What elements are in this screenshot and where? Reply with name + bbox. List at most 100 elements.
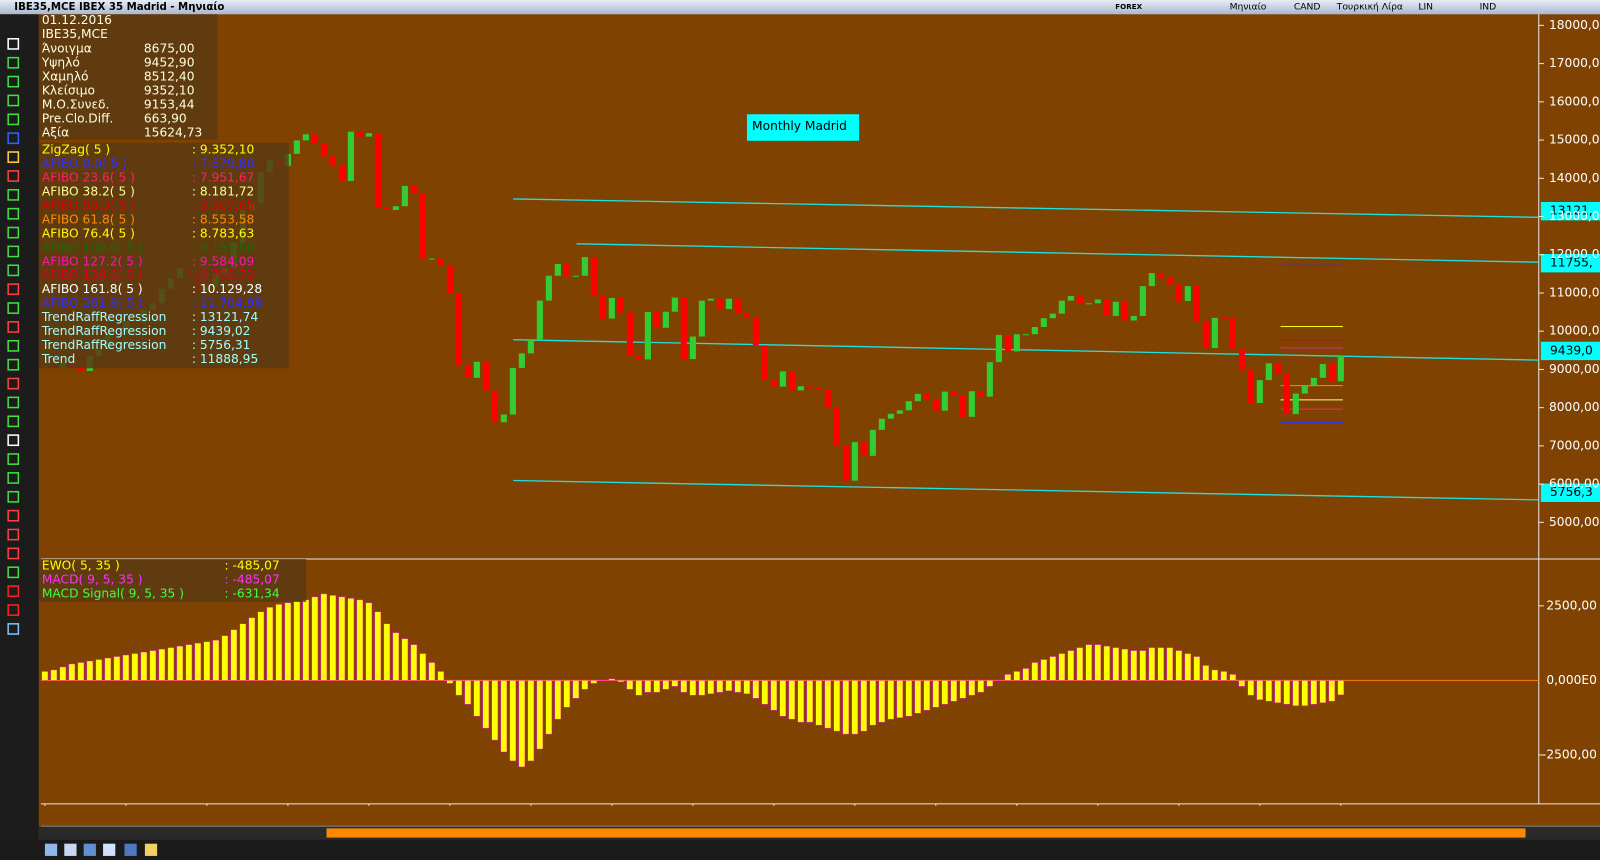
tool-icon[interactable] [7, 56, 20, 69]
candle [1283, 374, 1290, 415]
tool-icon[interactable] [7, 566, 20, 579]
candle [419, 193, 426, 259]
toolbar-item[interactable]: FOREX [1115, 2, 1142, 11]
y-tick-label: 6000,00 [1549, 477, 1600, 491]
indicator-name: ZigZag( 5 ) [42, 142, 110, 156]
histogram-bar [1229, 674, 1237, 681]
histogram-bar [1238, 680, 1246, 687]
histogram-bar [518, 680, 526, 768]
tool-button[interactable] [44, 843, 58, 856]
toolbar-item[interactable]: Μηνιαίο [1230, 2, 1267, 13]
indicator-value: : 7.579,80 [192, 156, 255, 170]
tool-icon[interactable] [7, 75, 20, 88]
tool-button[interactable] [64, 843, 77, 856]
candle [446, 265, 453, 294]
tool-icon[interactable] [7, 490, 20, 503]
histogram-bar [644, 680, 652, 693]
tool-icon[interactable] [7, 604, 20, 616]
tool-icon[interactable] [7, 434, 20, 447]
histogram-bar [1193, 656, 1201, 681]
candle [1031, 326, 1038, 335]
tool-icon[interactable] [7, 358, 20, 371]
candle [1337, 355, 1344, 382]
histogram-bar [698, 680, 706, 696]
candle [77, 367, 84, 371]
tool-icon[interactable] [7, 623, 20, 635]
toolbar-item[interactable]: CAND [1294, 2, 1321, 13]
tool-button[interactable] [103, 843, 116, 856]
candle [1319, 364, 1326, 378]
tool-icon[interactable] [7, 302, 20, 314]
y-tick-label: 11000,00 [1549, 285, 1600, 299]
histogram-bar [851, 680, 859, 735]
indicator-value: : 10.129,28 [192, 282, 262, 296]
indicator-name: AFIBO 100.0( 5 ) [42, 240, 143, 254]
candle [428, 258, 435, 260]
tool-icon[interactable] [7, 415, 20, 428]
tool-button[interactable] [83, 843, 96, 856]
histogram-bar [302, 599, 310, 681]
toolbar-item[interactable]: IND [1480, 2, 1497, 13]
left-toolbar [0, 14, 39, 860]
oscillator-value: : -485,07 [224, 573, 279, 587]
histogram-bar [743, 680, 751, 695]
candle [1103, 299, 1110, 316]
candle [365, 133, 372, 137]
toolbar-item[interactable]: Τουρκική Λίρα [1336, 2, 1403, 13]
regression-label: 13121, [1550, 204, 1593, 218]
scrollbar-thumb[interactable] [326, 828, 1526, 838]
indicator-name: AFIBO 76.4( 5 ) [42, 226, 135, 240]
histogram-bar [1157, 647, 1165, 681]
tool-icon[interactable] [7, 188, 20, 201]
tool-icon[interactable] [7, 170, 20, 182]
tool-icon[interactable] [7, 339, 20, 352]
candle [347, 131, 354, 181]
indicator-value: : 9.584,09 [192, 254, 255, 268]
oscillator-name: EWO( 5, 35 ) [42, 559, 120, 573]
tool-icon[interactable] [7, 396, 20, 409]
tool-icon[interactable] [7, 453, 20, 465]
tool-button[interactable] [124, 843, 137, 856]
tool-icon[interactable] [7, 38, 20, 50]
histogram-bar [689, 680, 697, 696]
tool-button[interactable] [144, 843, 158, 856]
tool-icon[interactable] [7, 528, 20, 541]
histogram-bar [707, 680, 715, 695]
tool-icon[interactable] [7, 226, 20, 239]
tool-icon[interactable] [7, 151, 20, 163]
tool-icon[interactable] [7, 321, 20, 333]
regression-label-box [1540, 201, 1600, 221]
y-tick-label: 17000,00 [1549, 56, 1600, 70]
tool-icon[interactable] [7, 472, 20, 484]
histogram-bar [203, 641, 211, 681]
toolbar-item[interactable]: LIN [1418, 2, 1433, 13]
histogram-bar [1166, 647, 1174, 681]
histogram-bar [1265, 680, 1273, 702]
histogram-bar [410, 644, 418, 681]
histogram-bar [914, 680, 922, 714]
histogram-bar [140, 651, 148, 681]
candle [950, 391, 957, 396]
indicator-value: : 9439,02 [192, 324, 251, 338]
y-tick-label: 10000,00 [1549, 324, 1600, 338]
candle [383, 207, 390, 211]
candle [1328, 364, 1335, 382]
histogram-bar [311, 596, 319, 681]
indicator-name: AFIBO 0.0( 5 ) [42, 156, 127, 170]
tool-icon[interactable] [7, 264, 20, 277]
tool-icon[interactable] [7, 132, 20, 145]
tool-icon[interactable] [7, 377, 20, 390]
tool-icon[interactable] [7, 94, 20, 107]
tool-icon[interactable] [7, 113, 20, 126]
tool-icon[interactable] [7, 547, 20, 560]
tool-icon[interactable] [7, 283, 20, 296]
candle [1265, 363, 1272, 381]
tool-icon[interactable] [7, 509, 20, 522]
histogram-bar [50, 669, 58, 681]
tool-icon[interactable] [7, 245, 20, 258]
tool-icon[interactable] [7, 585, 20, 598]
info-value: 15624,73 [144, 125, 202, 139]
tool-icon[interactable] [7, 207, 20, 220]
candle [815, 388, 822, 390]
histogram-bar [383, 623, 391, 681]
